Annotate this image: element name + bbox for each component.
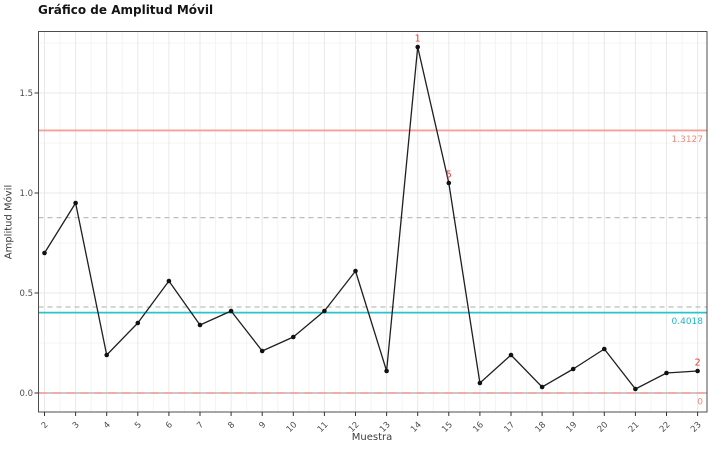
x-tick-label: 11 [316, 420, 331, 435]
data-point [228, 308, 234, 314]
x-tick-label: 23 [689, 420, 704, 435]
x-tick-label: 3 [71, 420, 82, 431]
data-point [291, 334, 296, 340]
data-point [664, 370, 669, 376]
data-point [633, 386, 638, 392]
x-tick-label: 4 [102, 420, 113, 431]
data-point [104, 352, 109, 358]
x-tick-label: 17 [502, 420, 517, 435]
x-axis-title: Muestra [351, 432, 393, 443]
annotation-label: 5 [446, 170, 452, 181]
x-tick-label: 15 [440, 420, 455, 435]
data-point [477, 380, 483, 386]
x-tick-label: 19 [565, 420, 580, 435]
lcl-label: 0 [697, 398, 703, 408]
data-point [570, 366, 576, 372]
annotation-label: 1 [415, 34, 421, 45]
x-tick-label: 10 [285, 420, 300, 435]
data-point [539, 384, 545, 390]
data-point [446, 180, 452, 186]
chart-title: Gráfico de Amplitud Móvil [38, 3, 214, 17]
data-point [73, 200, 78, 206]
x-tick-label: 7 [195, 420, 206, 431]
x-tick-label: 9 [257, 420, 268, 431]
x-tick-label: 5 [133, 420, 144, 431]
x-tick-label: 22 [658, 420, 673, 435]
panel-background [38, 31, 707, 412]
data-point [197, 322, 203, 328]
data-point [508, 352, 514, 358]
x-tick-label: 12 [347, 420, 362, 435]
x-tick-label: 13 [378, 420, 393, 435]
annotation-label: 2 [695, 358, 701, 369]
x-tick-label: 21 [627, 420, 642, 435]
data-point [695, 368, 700, 374]
data-point [166, 278, 172, 284]
data-point [42, 250, 47, 256]
data-point [384, 368, 389, 374]
y-tick-label: 1.5 [19, 89, 33, 99]
series-line [43, 46, 698, 390]
ucl-label: 1.3127 [672, 135, 704, 145]
x-tick-label: 20 [596, 420, 611, 435]
x-tick-label: 14 [409, 420, 424, 435]
panel-border [38, 31, 708, 413]
x-tick-label: 18 [533, 420, 548, 435]
data-point [353, 268, 358, 274]
y-tick-label: 0.0 [19, 389, 33, 399]
x-tick-label: 6 [164, 420, 175, 431]
data-point [415, 44, 421, 50]
data-point [135, 320, 141, 326]
cl-label: 0.4018 [672, 317, 704, 327]
x-tick-label: 8 [226, 420, 237, 431]
y-tick-label: 0.5 [19, 289, 33, 299]
data-point [602, 346, 607, 352]
data-point [259, 348, 265, 354]
data-point [322, 308, 327, 314]
x-tick-label: 16 [471, 420, 486, 435]
y-tick-label: 1.0 [19, 189, 33, 199]
x-tick-label: 2 [40, 420, 51, 431]
